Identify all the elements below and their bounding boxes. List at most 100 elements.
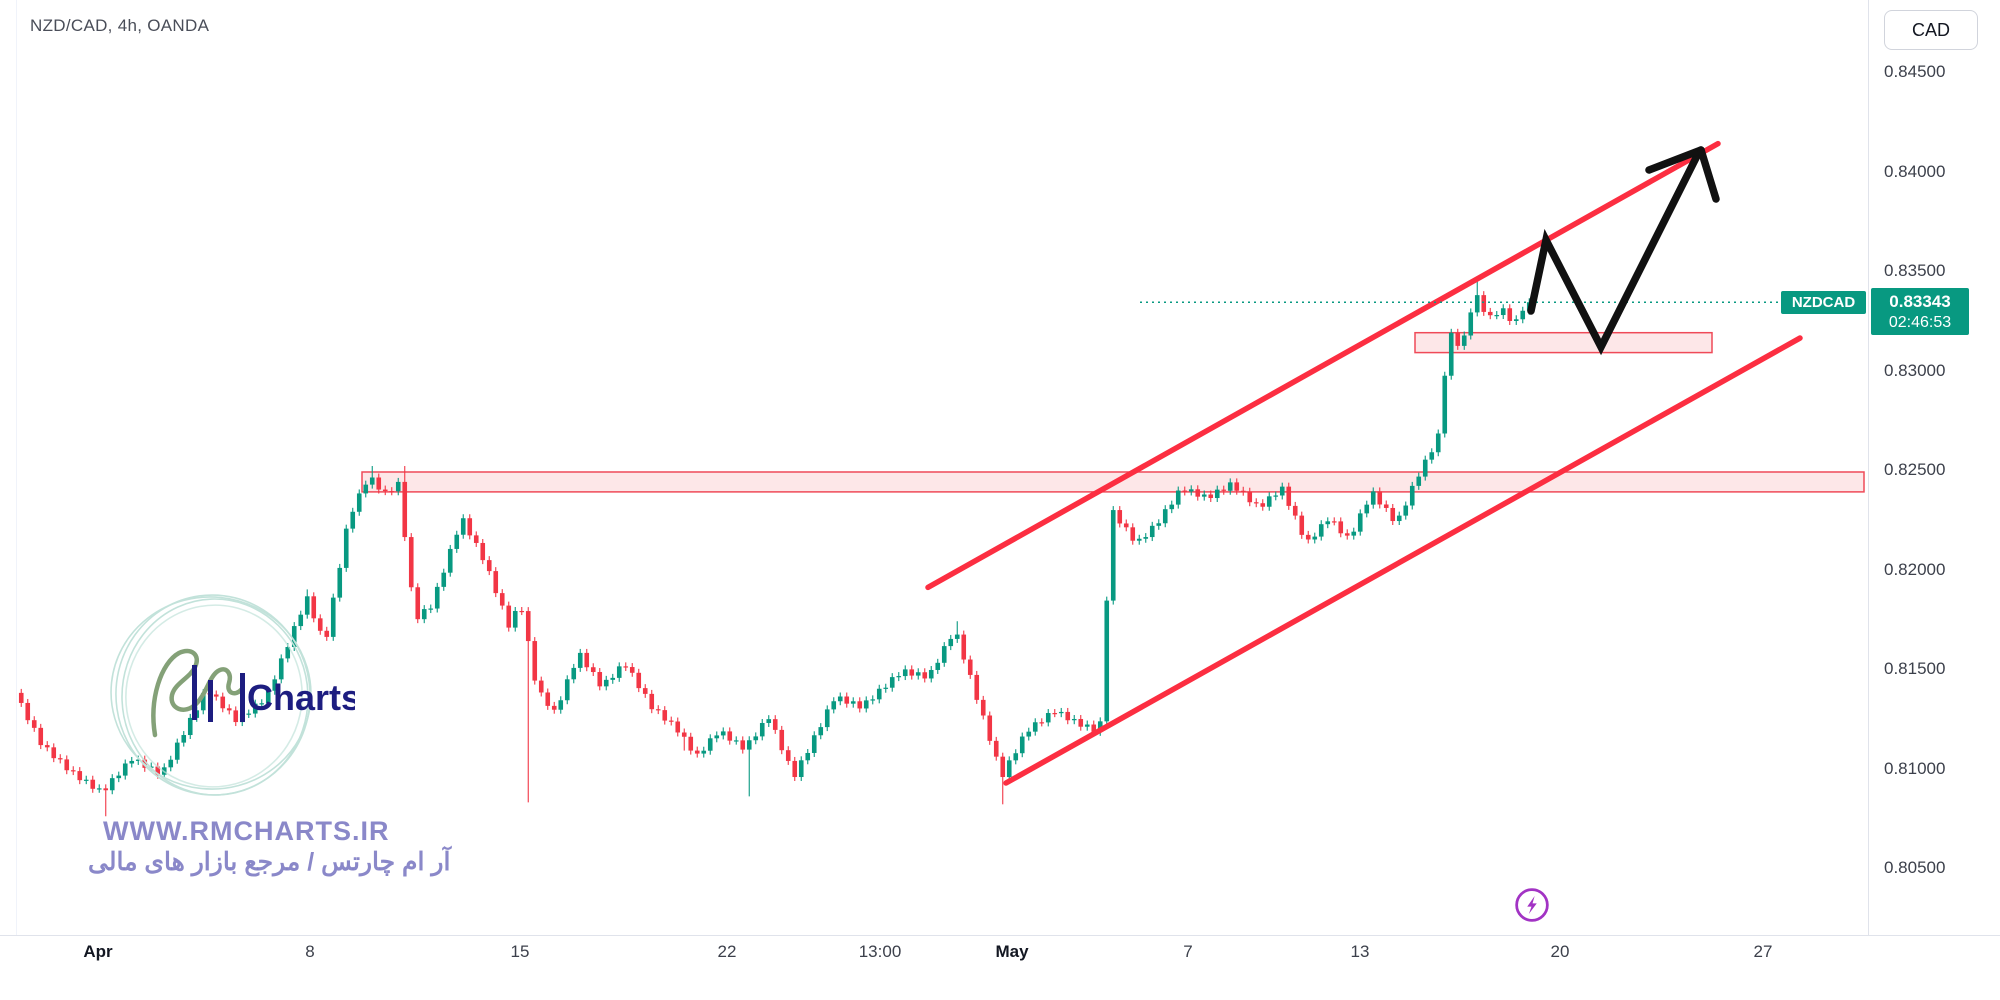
candle-body <box>330 597 336 637</box>
candle-body <box>603 679 609 687</box>
candle-body <box>1286 486 1292 506</box>
candle-body <box>460 518 466 535</box>
candle-body <box>64 759 70 771</box>
candle-body <box>135 759 141 761</box>
candle-body <box>714 735 720 739</box>
price-axis-label: 0.82500 <box>1884 460 1946 479</box>
candle-body <box>519 610 525 613</box>
candle-body <box>317 618 323 631</box>
candle-body <box>961 634 967 660</box>
candle-body <box>1325 521 1331 525</box>
candle-body <box>1260 503 1266 507</box>
candle-body <box>1110 510 1116 601</box>
candle-body <box>837 696 843 702</box>
candle-body <box>1253 502 1259 504</box>
candle-body <box>25 702 31 721</box>
candle-body <box>922 672 928 679</box>
candle-body <box>291 626 297 648</box>
candle-body <box>1123 523 1129 528</box>
candle-body <box>584 652 590 668</box>
time-axis-label: 8 <box>305 942 315 961</box>
lightning-icon[interactable] <box>1514 887 1550 923</box>
projection-arrowhead <box>1645 146 1705 174</box>
candle-body <box>889 677 895 688</box>
candle-body <box>1312 536 1318 540</box>
candle-body <box>356 493 362 512</box>
candle-body <box>1208 494 1214 499</box>
price-axis-divider <box>1868 0 1869 936</box>
candle-body <box>226 708 232 711</box>
candle-body <box>1513 319 1519 321</box>
candle-body <box>1175 490 1181 505</box>
candle-body <box>1422 459 1428 477</box>
candle-body <box>577 652 583 668</box>
candle-body <box>200 693 206 711</box>
candle-body <box>402 481 408 538</box>
candle-body <box>727 731 733 741</box>
candle-body <box>129 760 135 764</box>
candle-body <box>1156 523 1162 526</box>
candle-body <box>733 740 739 742</box>
candle-body <box>948 638 954 647</box>
candle-body <box>265 690 271 704</box>
candle-body <box>343 528 349 568</box>
candle-body <box>896 676 902 678</box>
candle-body <box>545 692 551 706</box>
rmcharts-logo: Charts <box>110 594 355 796</box>
candle-body <box>1481 295 1487 312</box>
current-price-value: 0.83343 <box>1889 291 1951 311</box>
candle-body <box>389 491 395 493</box>
projection-arrow[interactable] <box>1527 148 1703 356</box>
time-axis-label: 13 <box>1350 942 1370 961</box>
candle-body <box>649 693 655 710</box>
candle-body <box>376 477 382 490</box>
candle-body <box>1039 722 1045 724</box>
candle-body <box>876 688 882 700</box>
time-axis-label: Apr <box>83 942 113 961</box>
candle-body <box>707 738 713 751</box>
candle-body <box>857 701 863 709</box>
channel-trendline-lower[interactable] <box>1003 335 1803 786</box>
candle-body <box>70 770 76 772</box>
candle-body <box>538 680 544 693</box>
candle-body <box>1507 308 1513 321</box>
candle-body <box>382 489 388 492</box>
candle-body <box>1097 721 1103 732</box>
candle-body <box>655 709 661 711</box>
candle-body <box>1266 496 1272 507</box>
candle-body <box>980 699 986 716</box>
candle-body <box>1162 509 1168 524</box>
currency-button[interactable]: CAD <box>1884 10 1978 50</box>
candle-body <box>694 750 700 754</box>
candle-body <box>629 667 635 673</box>
price-axis-label: 0.81000 <box>1884 758 1946 778</box>
candle-body <box>428 608 434 610</box>
price-axis-label: 0.83500 <box>1884 261 1946 280</box>
channel-trendline-upper[interactable] <box>925 140 1721 591</box>
candle-body <box>1442 375 1448 434</box>
candle-body <box>805 752 811 761</box>
candle-body <box>798 760 804 778</box>
candle-body <box>1318 524 1324 537</box>
candle-body <box>1474 295 1480 313</box>
candle-body <box>564 679 570 701</box>
candle-body <box>818 727 824 736</box>
candle-body <box>233 710 239 723</box>
time-axis-divider <box>0 935 2000 936</box>
supply-zone-0.8315[interactable] <box>1414 331 1713 354</box>
candle-body <box>512 610 518 628</box>
candle-body <box>103 788 109 791</box>
candle-body <box>883 687 889 689</box>
candle-body <box>642 688 648 694</box>
candle-body <box>668 720 674 722</box>
candle-body <box>1409 485 1415 506</box>
candle-body <box>1416 476 1422 486</box>
candle-body <box>57 758 63 760</box>
chart-left-border <box>16 0 17 936</box>
price-axis-label: 0.81500 <box>1884 659 1946 678</box>
candle-body <box>811 735 817 753</box>
candle-body <box>298 614 304 627</box>
candle-body <box>1149 525 1155 538</box>
